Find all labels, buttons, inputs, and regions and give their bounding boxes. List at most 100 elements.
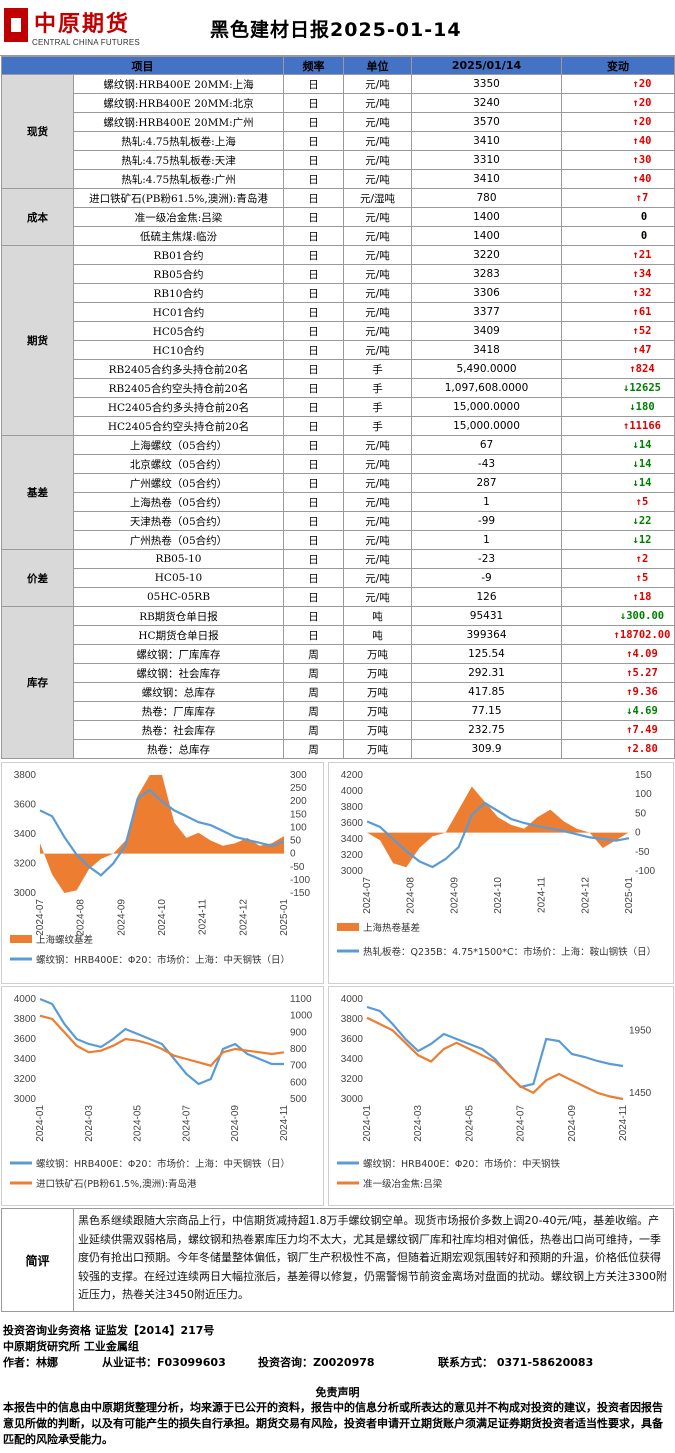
change-value: 52	[638, 325, 652, 337]
item-cell: RB01合约	[73, 245, 284, 265]
change-value: 11166	[629, 420, 661, 432]
table-row: HC2405合约空头持仓前20名日手 15,000.0000 ↑11166	[2, 416, 675, 436]
unit-cell: 万吨	[343, 739, 412, 759]
change-cell: ↑21	[561, 245, 675, 265]
y-right-tick-label: 100	[290, 822, 307, 833]
change-cell: ↓300.00	[561, 606, 675, 626]
x-tick-label: 2024-01	[362, 1105, 373, 1142]
table-row: 库存 RB期货仓单日报日吨 95431 ↓300.00	[1, 606, 675, 759]
change-value: 7.49	[632, 724, 658, 736]
unit-cell: 手	[343, 378, 412, 398]
change-value: 824	[635, 363, 655, 375]
value-cell: 3283	[411, 264, 562, 284]
x-tick-label: 2024-11	[279, 1105, 290, 1141]
change-cell: ↑20	[561, 74, 675, 94]
change-value: 20	[638, 116, 652, 128]
table-row: 天津热卷（05合约）日元/吨 -99 ↓22	[2, 511, 675, 531]
table-row: 螺纹钢：社会库存周万吨 292.31 ↑5.27	[2, 663, 675, 683]
table-row: 螺纹钢：总库存周万吨 417.85 ↑9.36	[2, 682, 675, 702]
y-right-tick-label: -100	[290, 875, 310, 886]
unit-cell: 元/吨	[343, 302, 412, 322]
table-row: 05HC-05RB 日元/吨 126 ↑18	[2, 587, 675, 607]
item-cell: HC2405合约空头持仓前20名	[73, 416, 284, 436]
series-line	[39, 788, 285, 877]
frequency-cell: 日	[283, 188, 344, 208]
change-value: 2	[642, 553, 649, 565]
x-tick-label: 2025-01	[279, 899, 290, 936]
change-cell: ↑5	[561, 492, 675, 512]
value-cell: 3570	[411, 112, 562, 132]
change-cell: ↑7	[561, 188, 675, 208]
change-value: 0	[640, 211, 648, 223]
value-cell: 3409	[411, 321, 562, 341]
unit-cell: 吨	[343, 625, 412, 645]
arrow-up-icon: ↑	[632, 268, 639, 280]
change-cell: 0	[561, 226, 675, 246]
value-cell: 1	[411, 492, 562, 512]
item-cell: 天津热卷（05合约）	[73, 511, 284, 531]
y-left-tick-label: 3000	[341, 1094, 364, 1105]
item-cell: 螺纹钢：社会库存	[73, 663, 284, 683]
x-tick-label: 2024-05	[464, 1105, 475, 1142]
y-right-tick-label: 200	[290, 796, 307, 807]
legend-label: 上海螺纹基差	[36, 934, 93, 946]
table-row: RB05合约日元/吨 3283 ↑34	[2, 264, 675, 284]
frequency-cell: 周	[283, 739, 344, 759]
frequency-cell: 日	[283, 226, 344, 246]
x-tick-label: 2024-07	[35, 899, 46, 936]
license-number: 从业证书：F03099603	[102, 1356, 226, 1369]
table-row: 热轧:4.75热轧板卷:广州日元/吨 3410 ↑40	[2, 169, 675, 189]
table-row: 热卷：厂库库存周万吨 77.15 ↓4.69	[2, 701, 675, 721]
item-cell: RB期货仓单日报	[73, 606, 284, 626]
x-tick-label: 2024-11	[618, 1105, 629, 1141]
table-row: 热卷：社会库存周万吨 232.75 ↑7.49	[2, 720, 675, 740]
change-value: 180	[635, 401, 655, 413]
value-cell: 3377	[411, 302, 562, 322]
arrow-up-icon: ↑	[632, 249, 639, 261]
value-cell: 780	[411, 188, 562, 208]
value-cell: 232.75	[411, 720, 562, 740]
chart-rebar-vs-coke: 3000 3200 3400 3600 3800 4000 1450 1950 2024-01 2…	[328, 986, 674, 1206]
item-cell: 螺纹钢:HRB400E 20MM:北京	[73, 93, 284, 113]
y-right-tick-label: 1450	[629, 1088, 652, 1099]
category-cell: 价差	[1, 549, 74, 607]
category-cell: 期货	[1, 245, 74, 436]
change-cell: ↑20	[561, 112, 675, 132]
unit-cell: 元/吨	[343, 492, 412, 512]
chart-svg: 3000 3200 3400 3600 3800 -150 -100 -50 0 50 100 150…	[10, 770, 310, 966]
change-value: 14	[638, 458, 652, 470]
frequency-cell: 日	[283, 264, 344, 284]
arrow-up-icon: ↑	[635, 496, 642, 508]
unit-cell: 元/吨	[343, 283, 412, 303]
unit-cell: 元/吨	[343, 587, 412, 607]
frequency-cell: 日	[283, 207, 344, 227]
item-cell: 热轧:4.75热轧板卷:广州	[73, 169, 284, 189]
item-cell: RB10合约	[73, 283, 284, 303]
y-right-tick-label: 1000	[290, 1011, 313, 1022]
chart-svg: 3000 3200 3400 3600 3800 4000 1450 1950 2024-01 2…	[337, 994, 652, 1190]
y-right-tick-label: 700	[290, 1061, 307, 1072]
x-tick-label: 2024-09	[116, 899, 127, 936]
y-left-tick-label: 3000	[341, 866, 364, 877]
report-title: 黑色建材日报2025-01-14	[210, 19, 462, 41]
change-cell: ↑9.36	[561, 682, 675, 702]
change-value: 18702.00	[619, 629, 671, 641]
x-tick-label: 2024-09	[230, 1105, 241, 1142]
value-cell: 417.85	[411, 682, 562, 702]
value-cell: 3310	[411, 150, 562, 170]
value-cell: -99	[411, 511, 562, 531]
arrow-down-icon: ↓	[623, 382, 630, 394]
change-cell: ↓14	[561, 435, 675, 455]
frequency-cell: 日	[283, 454, 344, 474]
item-cell: 螺纹钢:HRB400E 20MM:上海	[73, 74, 284, 94]
table-row: HC05-10 日元/吨 -9 ↑5	[2, 568, 675, 588]
arrow-up-icon: ↑	[635, 572, 642, 584]
change-value: 5	[642, 572, 649, 584]
x-tick-label: 2024-08	[76, 899, 87, 936]
value-cell: -9	[411, 568, 562, 588]
change-cell: ↓14	[561, 473, 675, 493]
arrow-up-icon: ↑	[632, 287, 639, 299]
legend-label: 进口铁矿石(PB粉61.5%,澳洲):青岛港	[36, 1178, 197, 1190]
item-cell: 螺纹钢:HRB400E 20MM:广州	[73, 112, 284, 132]
unit-cell: 吨	[343, 606, 412, 626]
